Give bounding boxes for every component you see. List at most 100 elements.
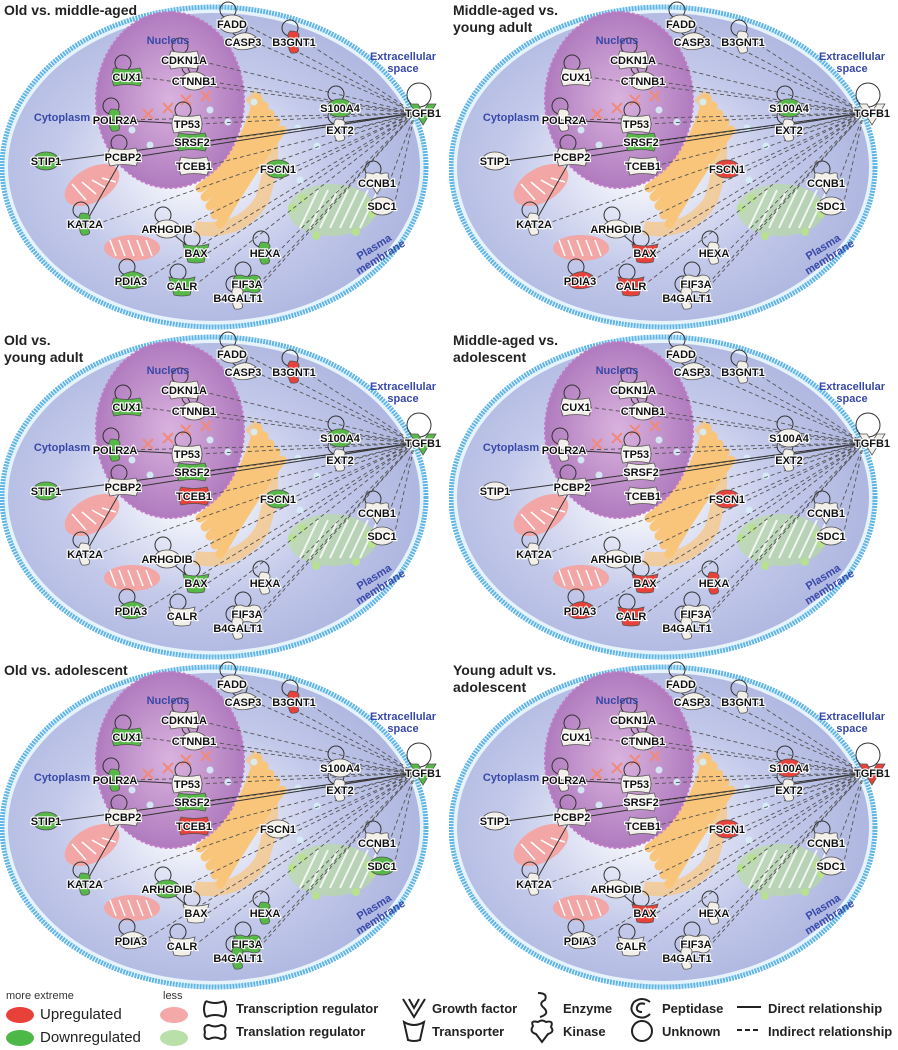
- gene-glyph: [258, 241, 271, 265]
- gene-label: FSCN1: [709, 824, 745, 836]
- gene-glyph: [627, 486, 659, 506]
- indirect-edge: [96, 772, 416, 885]
- gene-label: FSCN1: [260, 494, 296, 506]
- gene-glyph: [180, 731, 208, 751]
- self-loop: [855, 82, 881, 108]
- indirect-edge: [591, 772, 865, 942]
- gene-node-ext2: EXT2: [774, 118, 804, 142]
- gene-node-fadd: FADD: [216, 674, 248, 694]
- up-less-swatch: [160, 1007, 188, 1023]
- indirect-edge: [738, 112, 865, 170]
- indirect-edge: [289, 772, 416, 830]
- gene-glyph: [713, 489, 741, 509]
- self-loop: [406, 412, 432, 438]
- gene-label: TGFB1: [854, 438, 890, 450]
- gene-node-kat2a: KAT2A: [66, 542, 104, 566]
- panel-title: Middle-aged vs. young adult: [453, 2, 559, 35]
- gene-glyph: [617, 606, 645, 627]
- gene-node-tgfb1: TGFB1: [404, 763, 442, 786]
- gene-label: CUX1: [112, 402, 141, 414]
- gene-label: FADD: [666, 679, 696, 691]
- gene-label: CALR: [167, 941, 198, 953]
- gene-label: CTNNB1: [621, 736, 666, 748]
- gene-node-ext2: EXT2: [325, 448, 355, 472]
- gene-node-arhgdib: ARHGDIB: [589, 879, 643, 899]
- gene-glyph: [707, 571, 720, 595]
- indirect-edge: [276, 772, 416, 914]
- gene-label: HEXA: [699, 908, 730, 920]
- legend-growth-factor: Growth factor: [432, 1001, 518, 1016]
- gene-glyph: [176, 132, 208, 152]
- indirect-edge: [837, 112, 865, 184]
- gene-label: EXT2: [326, 125, 354, 137]
- indirect-edge: [591, 112, 865, 282]
- gene-node-hexa: HEXA: [249, 571, 281, 595]
- gene-label: TP53: [623, 119, 649, 131]
- gene-glyph: [629, 401, 657, 421]
- gene-glyph: [678, 692, 706, 711]
- legend-less: less: [163, 990, 183, 1002]
- indirect-edge: [837, 442, 865, 514]
- gene-glyph: [168, 380, 200, 400]
- indirect-edge: [351, 767, 416, 774]
- compartment-label-cytoplasm: Cytoplasm: [483, 112, 539, 124]
- gene-glyph: [560, 727, 592, 747]
- legend-upregulated: Upregulated: [40, 1006, 122, 1023]
- gene-node-fscn1: FSCN1: [708, 489, 746, 509]
- gene-label: CALR: [616, 281, 647, 293]
- gene-label: TGFB1: [405, 108, 441, 120]
- indirect-edge: [289, 442, 416, 500]
- indirect-edge: [800, 772, 865, 791]
- direct-edge: [533, 816, 573, 885]
- gene-node-b4galt1: B4GALT1: [212, 616, 264, 640]
- indirect-edge: [627, 112, 865, 230]
- panel-title: Old vs. young adult: [4, 332, 84, 365]
- indirect-edge: [698, 772, 865, 959]
- gene-glyph: [736, 690, 749, 714]
- gene-glyph: [556, 147, 588, 167]
- gene-glyph: [566, 601, 594, 620]
- gene-node-ctnnb1: CTNNB1: [620, 731, 666, 751]
- network-svg: FADD CASP3 B3GNT1 CDKN1A CUX1 CTNNB1 POLR2A TP5…: [0, 331, 442, 660]
- gene-glyph: [782, 448, 795, 472]
- gene-label: POLR2A: [542, 115, 587, 127]
- gene-label: CDKN1A: [161, 55, 207, 67]
- gene-label: B4GALT1: [662, 623, 711, 635]
- gene-label: CASP3: [225, 367, 262, 379]
- gene-node-calr: CALR: [615, 936, 647, 957]
- gene-glyph: [182, 573, 210, 594]
- gene-node-arhgdib: ARHGDIB: [589, 549, 643, 569]
- gene-node-srsf2: SRSF2: [622, 132, 660, 152]
- gene-glyph: [627, 816, 659, 836]
- gene-node-cux1: CUX1: [111, 67, 143, 87]
- compartment-label-nucleus: Nucleus: [147, 365, 190, 377]
- gene-glyph: [333, 118, 346, 142]
- gene-node-b4galt1: B4GALT1: [212, 286, 264, 310]
- compartment-label-extracellular: Extracellular space: [370, 711, 437, 735]
- gene-glyph: [258, 571, 271, 595]
- indirect-edge: [654, 740, 865, 774]
- indirect-edge: [591, 442, 865, 612]
- indirect-edge: [393, 442, 416, 537]
- gene-label: STIP1: [31, 816, 62, 828]
- gene-label: SDC1: [367, 861, 396, 873]
- gene-node-tp53: TP53: [171, 114, 203, 134]
- gene-glyph: [707, 241, 720, 265]
- gene-glyph: [111, 67, 143, 87]
- indirect-edge: [205, 112, 416, 167]
- gene-node-pcbp2: PCBP2: [104, 807, 142, 827]
- mitochondria: [64, 493, 160, 591]
- legend: more extreme less Upregulated Downregula…: [0, 988, 898, 1050]
- gene-glyph: [602, 549, 630, 569]
- gene-glyph: [680, 286, 693, 310]
- growth-factor-icon: [402, 998, 426, 1019]
- compartment-label-nucleus: Nucleus: [147, 695, 190, 707]
- compartment-label-nucleus: Nucleus: [596, 35, 639, 47]
- down-extreme-swatch: [6, 1030, 34, 1046]
- gene-node-bax: BAX: [182, 243, 210, 264]
- gene-label: EXT2: [326, 785, 354, 797]
- gene-label: KAT2A: [67, 549, 103, 561]
- gene-label: SRSF2: [623, 137, 658, 149]
- indirect-edge: [725, 442, 865, 584]
- gene-node-casp3: CASP3: [224, 32, 262, 51]
